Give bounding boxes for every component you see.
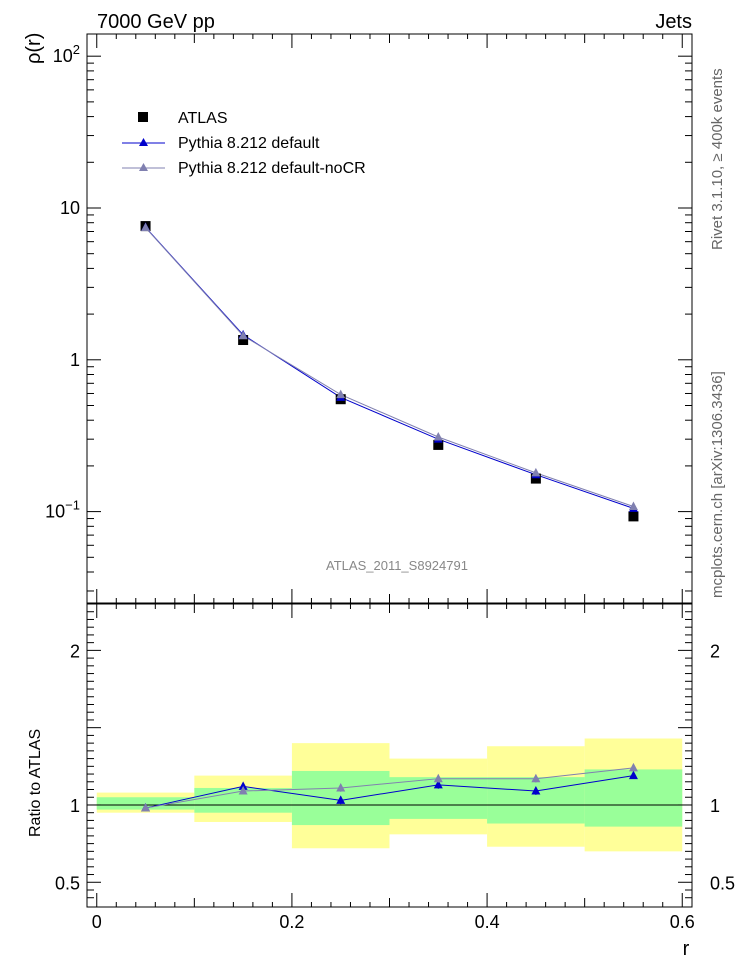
ratio-point-series-1-0 xyxy=(141,803,151,812)
side-label-mcplots: mcplots.cern.ch [arXiv:1306.3436] xyxy=(709,371,726,598)
ratio-line-series-0 xyxy=(145,775,634,809)
ratio-point-series-0-5 xyxy=(628,770,638,780)
ratio-point-series-1-3 xyxy=(433,773,443,783)
main-line-series-1 xyxy=(145,227,634,509)
ratio-point-series-1-5 xyxy=(628,762,638,772)
ratio-ytick-label-l-1: 1 xyxy=(70,796,80,816)
ratio-band-green-4 xyxy=(487,777,585,824)
main-ytick-label-1: 1 xyxy=(70,350,80,370)
x-tick-label-1: 0.2 xyxy=(279,912,304,932)
ratio-panel: 0 0.2 0.4 0.6 0.5 0.5 1 1 2 2 xyxy=(55,603,735,932)
main-ylabel: ρ(r) xyxy=(23,33,45,64)
analysis-watermark: ATLAS_2011_S8924791 xyxy=(326,558,468,573)
legend-marker-atlas xyxy=(138,112,148,122)
ratio-point-series-1-4 xyxy=(531,773,541,783)
legend-label-default: Pythia 8.212 default xyxy=(178,135,320,152)
main-line-series-2 xyxy=(145,227,634,508)
ratio-point-series-0-1 xyxy=(238,781,248,790)
chart-marks xyxy=(140,221,639,812)
legend-marker-default xyxy=(139,138,148,146)
ratio-point-series-0-3 xyxy=(433,779,443,789)
ratio-ytick-label-l-0: 0.5 xyxy=(55,873,80,893)
main-atlas-point-4 xyxy=(530,473,541,484)
main-point-series-2-3 xyxy=(433,432,443,441)
ratio-ytick-label-l-2: 2 xyxy=(70,641,80,661)
legend-label-atlas: ATLAS xyxy=(178,110,228,127)
ratio-ytick-label-r-1: 1 xyxy=(710,796,720,816)
side-label-rivet: Rivet 3.1.10, ≥ 400k events xyxy=(709,68,726,250)
ratio-point-series-1-1 xyxy=(238,786,248,795)
main-point-series-2-1 xyxy=(238,330,248,340)
main-atlas-point-3 xyxy=(433,439,444,450)
ratio-ytick-label-r-0: 0.5 xyxy=(710,873,735,893)
x-tick-label-3: 0.6 xyxy=(670,912,695,932)
ratio-point-series-1-2 xyxy=(336,782,346,792)
x-tick-label-2: 0.4 xyxy=(475,912,500,932)
ratio-ylabel: Ratio to ATLAS xyxy=(27,729,44,837)
legend-marker-nocr xyxy=(139,163,148,171)
xlabel: r xyxy=(683,938,690,960)
main-ytick-label-2: 10 xyxy=(60,198,80,218)
main-ytick-label-0: 10−1 xyxy=(45,498,80,522)
ratio-ytick-label-r-2: 2 xyxy=(710,641,720,661)
ratio-line-series-1 xyxy=(145,767,634,809)
legend-label-nocr: Pythia 8.212 default-noCR xyxy=(178,160,366,177)
main-point-series-2-2 xyxy=(336,389,346,399)
legend: ATLAS Pythia 8.212 default Pythia 8.212 … xyxy=(122,110,366,177)
ratio-frame xyxy=(86,603,693,908)
ratio-point-series-0-2 xyxy=(336,795,346,804)
main-atlas-point-5 xyxy=(628,511,639,522)
main-point-series-2-5 xyxy=(628,501,638,511)
header-left: 7000 GeV pp xyxy=(97,11,215,33)
x-tick-label-0: 0 xyxy=(92,912,102,932)
main-point-series-2-4 xyxy=(531,467,541,477)
main-point-series-2-0 xyxy=(141,222,151,232)
main-atlas-point-1 xyxy=(238,335,249,346)
ratio-point-series-0-4 xyxy=(531,786,541,795)
main-ytick-label-3: 102 xyxy=(53,42,80,66)
header-right: Jets xyxy=(655,11,692,33)
